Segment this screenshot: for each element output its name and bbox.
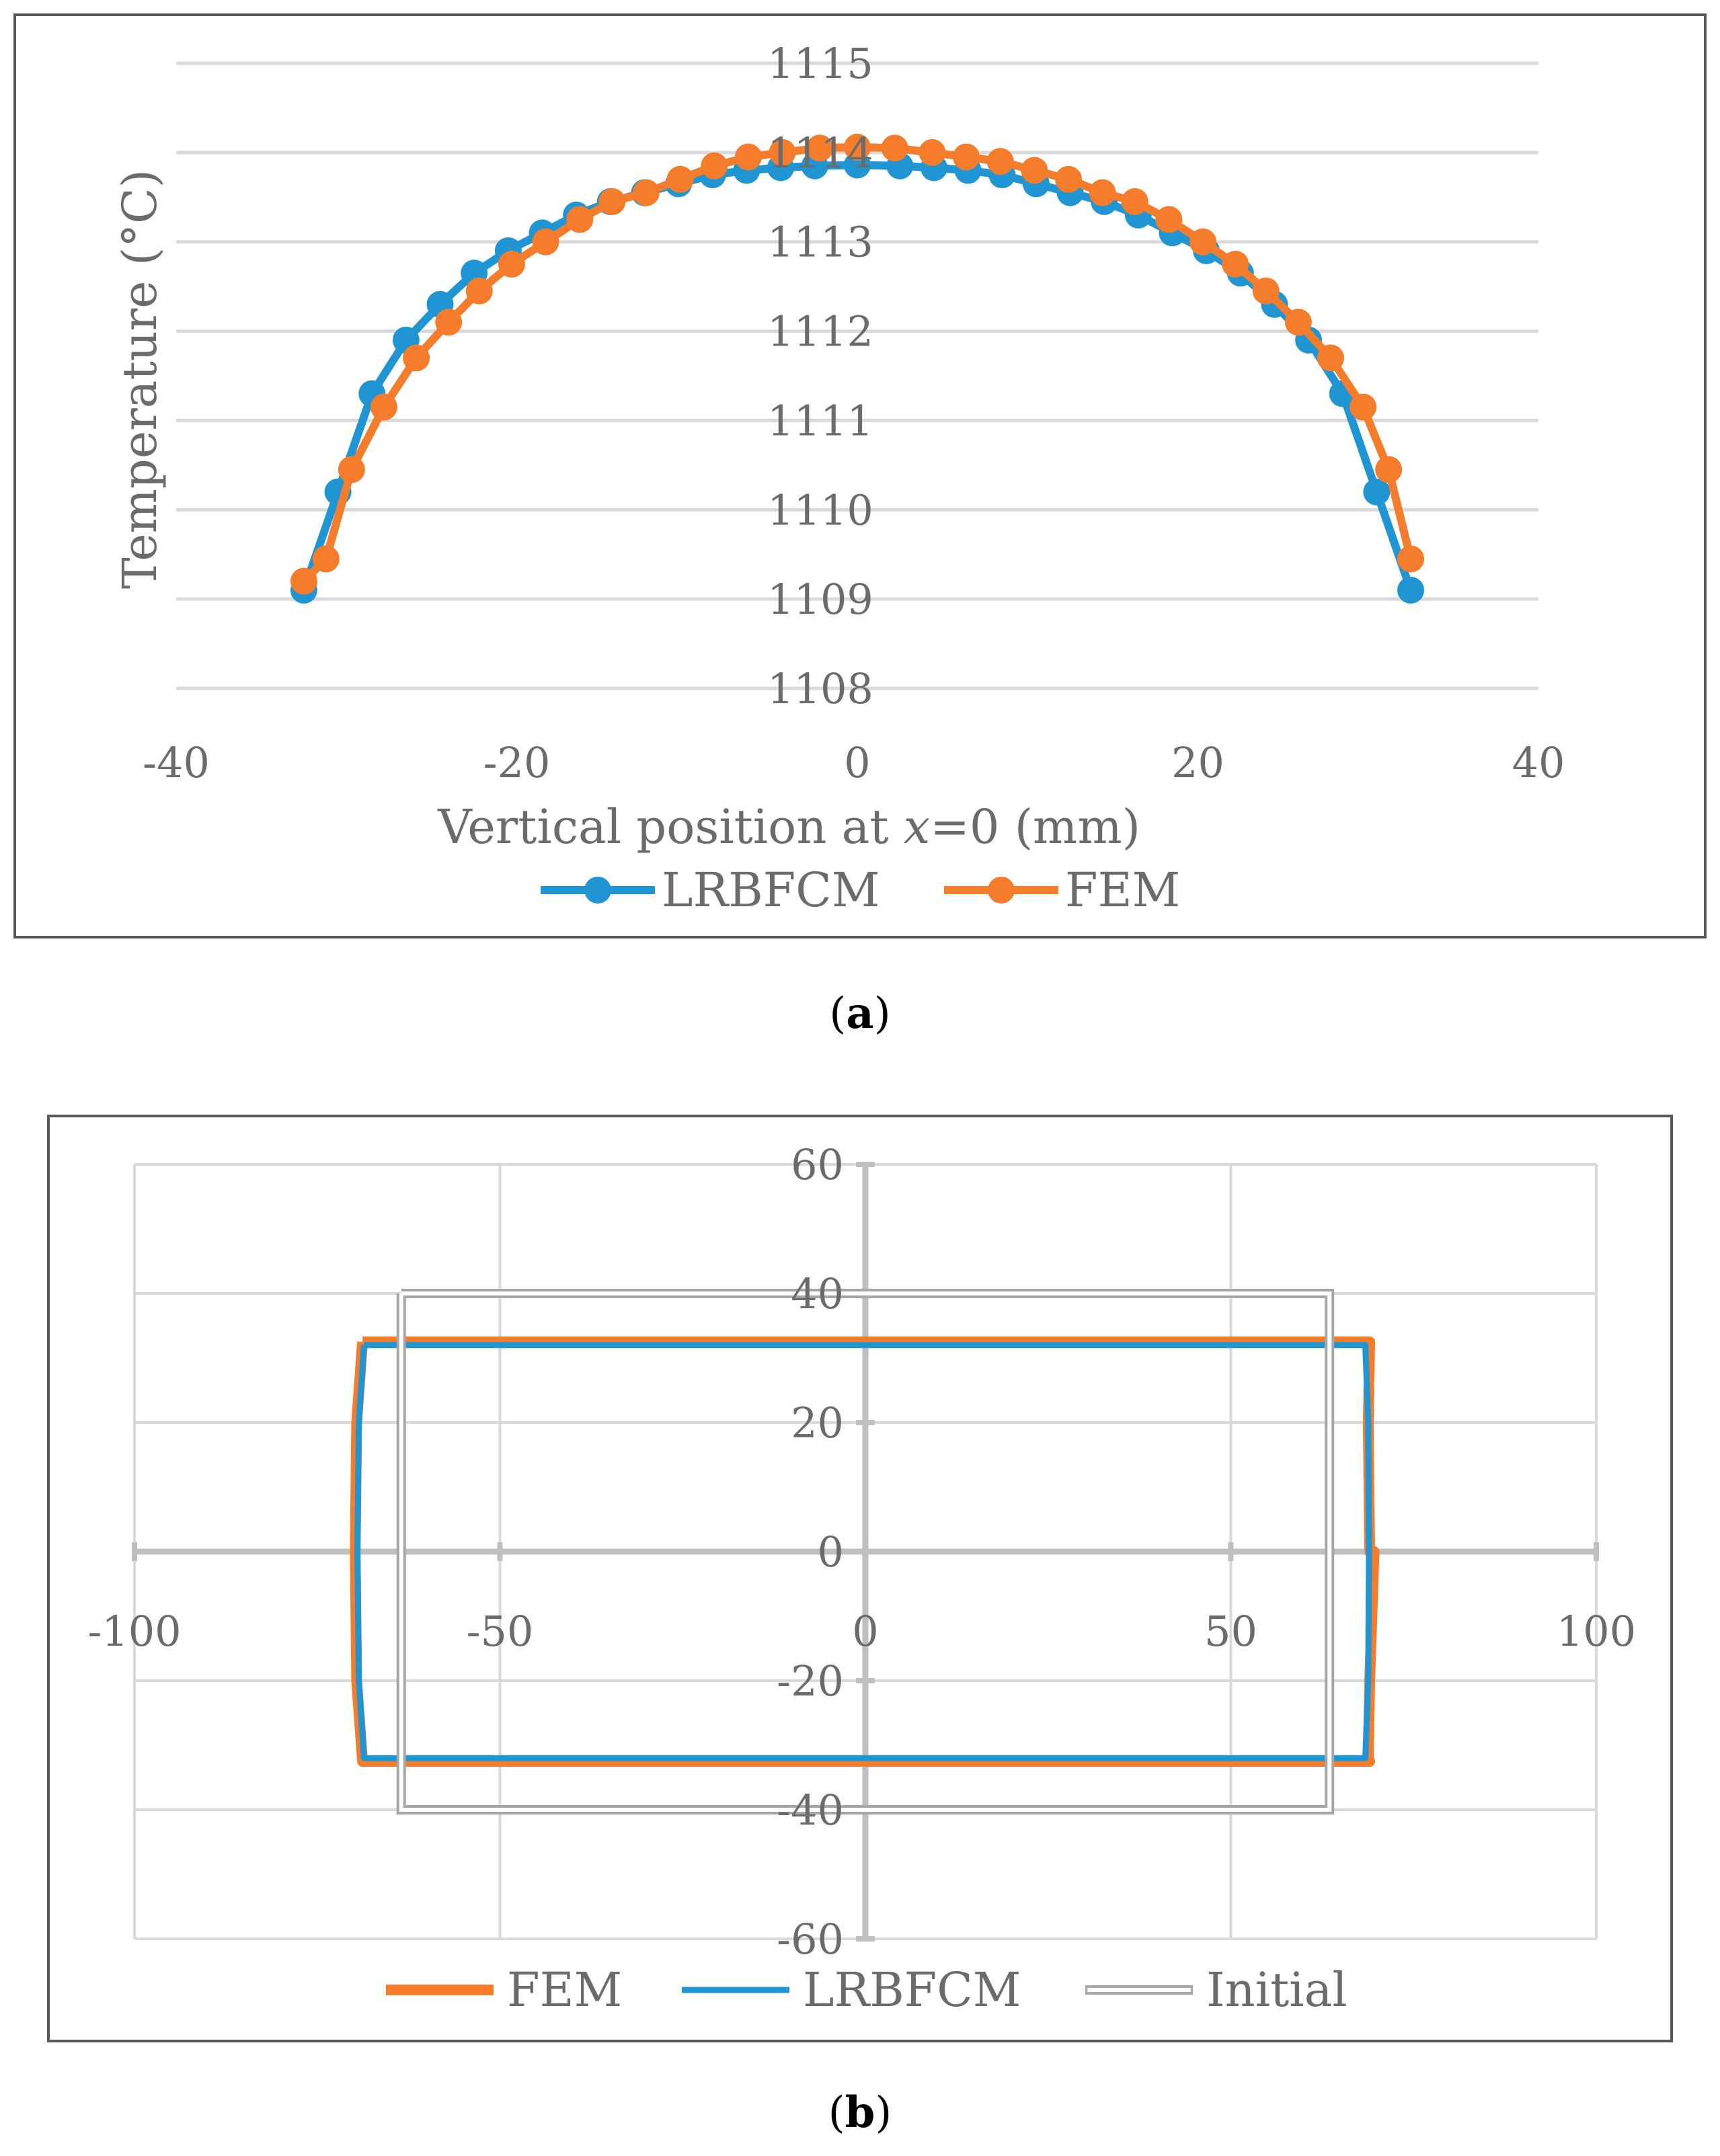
series-line-lrbfcm: [354, 1342, 1372, 1761]
y-tick-label: 1113: [767, 218, 873, 267]
data-point-fem: [532, 228, 559, 255]
y-tick-label: 40: [791, 1269, 844, 1318]
x-tick-label: 0: [844, 738, 870, 787]
data-point-fem: [986, 148, 1014, 175]
data-point-fem: [953, 143, 980, 171]
x-tick-label: 50: [1204, 1607, 1257, 1656]
series-line-initial-inner: [399, 1291, 1332, 1812]
data-point-fem: [632, 179, 660, 206]
y-tick-label: 1110: [767, 485, 873, 534]
legend-label-fem: FEM: [1065, 863, 1180, 918]
x-tick-label: -50: [467, 1607, 534, 1656]
data-point-fem: [403, 344, 430, 372]
y-tick-label: 1115: [767, 39, 873, 88]
data-point-fem: [566, 206, 594, 233]
data-point-fem: [1021, 157, 1048, 184]
data-point-fem: [498, 250, 525, 278]
data-point-fem: [769, 138, 796, 166]
data-point-fem: [1189, 228, 1217, 255]
x-tick-label: 0: [852, 1607, 878, 1656]
legend-marker-lrbfcm: [584, 877, 611, 904]
data-point-lrbfcm: [1363, 478, 1391, 506]
data-point-fem: [1284, 309, 1312, 336]
data-point-fem: [1055, 165, 1083, 193]
data-point-fem: [1375, 456, 1403, 483]
data-point-fem: [1222, 250, 1249, 278]
y-tick-label: 1111: [767, 396, 873, 445]
x-tick-label: -20: [483, 738, 551, 787]
y-tick-label: 60: [791, 1140, 844, 1189]
chart-a-frame: 1108 1109 1110 1111 1112 1113 1114 1115 -40 -20 0 2…: [13, 13, 1707, 939]
data-point-fem: [918, 138, 946, 166]
legend-label-lrbfcm: LRBFCM: [803, 1962, 1021, 2018]
data-point-lrbfcm: [1397, 576, 1425, 604]
x-axis-label-suffix: =0 (mm): [930, 799, 1140, 854]
data-point-fem: [1155, 206, 1183, 233]
data-point-fem: [370, 393, 397, 421]
data-point-fem: [1089, 179, 1116, 206]
x-axis-label-var: x: [904, 799, 930, 854]
chart-b-frame: -60 -40 -20 0 20 40 60 -100 -50 0 50 100 FEM LRBFCM In…: [47, 1115, 1673, 2042]
y-tick-label: 1108: [767, 664, 873, 713]
data-point-fem: [290, 567, 317, 595]
data-point-fem: [701, 152, 728, 179]
y-tick-label: 0: [818, 1527, 844, 1576]
data-point-fem: [598, 188, 626, 215]
y-axis-label: Temperature (°C): [112, 169, 167, 589]
y-tick-label: 1114: [767, 128, 873, 177]
data-point-fem: [844, 133, 871, 161]
data-point-fem: [1317, 344, 1345, 372]
y-tick-label: 1112: [767, 307, 873, 356]
data-point-fem: [806, 134, 834, 162]
data-point-fem: [1252, 277, 1280, 305]
data-point-fem: [1397, 545, 1425, 573]
legend-label-lrbfcm: LRBFCM: [662, 863, 879, 918]
data-point-fem: [734, 143, 762, 171]
legend-label-fem: FEM: [507, 1962, 622, 2018]
legend-marker-fem: [988, 877, 1015, 904]
y-tick-label: -60: [777, 1915, 844, 1964]
caption-a: (a): [829, 988, 891, 1039]
legend-label-initial: Initial: [1206, 1962, 1347, 2018]
data-point-fem: [666, 165, 694, 193]
x-axis-label-prefix: Vertical position at: [437, 799, 903, 854]
y-tick-label: -40: [777, 1786, 844, 1835]
x-tick-label: -100: [87, 1607, 181, 1656]
data-point-fem: [312, 545, 340, 573]
data-point-fem: [465, 277, 493, 305]
y-tick-label: 1109: [767, 575, 873, 624]
x-tick-label: 100: [1557, 1607, 1636, 1656]
x-axis-label: Vertical position at x=0 (mm): [437, 799, 1140, 854]
x-tick-label: 20: [1171, 738, 1224, 787]
y-tick-label: -20: [777, 1656, 844, 1706]
x-tick-label: -40: [143, 738, 210, 787]
chart-a-plot: 1108 1109 1110 1111 1112 1113 1114 1115 -40 -20 0 2…: [112, 39, 1565, 918]
data-point-fem: [881, 134, 908, 162]
data-point-fem: [435, 309, 463, 336]
data-point-fem: [1121, 188, 1148, 215]
x-tick-label: 40: [1512, 738, 1565, 787]
data-point-fem: [338, 456, 365, 483]
caption-b: (b): [828, 2087, 892, 2138]
y-tick-label: 20: [791, 1398, 844, 1447]
data-point-fem: [1350, 393, 1377, 421]
